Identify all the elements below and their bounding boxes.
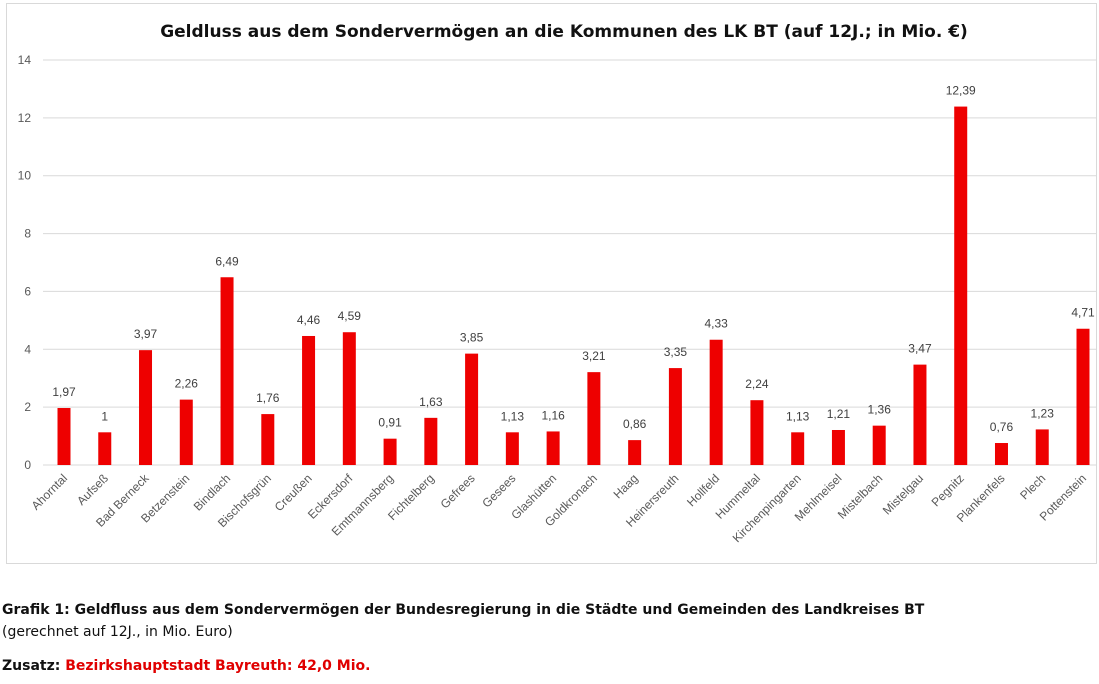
x-tick-label: Aufseß — [74, 471, 111, 508]
data-label: 1,13 — [786, 409, 810, 423]
y-tick-label: 4 — [24, 342, 31, 356]
bar — [872, 425, 886, 465]
data-label: 4,46 — [297, 313, 321, 327]
data-label: 12,39 — [946, 84, 976, 98]
bar — [994, 443, 1008, 465]
x-tick-label: Plech — [1017, 471, 1048, 502]
data-label: 3,21 — [582, 349, 606, 363]
bar — [57, 408, 71, 465]
data-label: 0,86 — [623, 417, 647, 431]
data-label: 1,16 — [541, 408, 565, 422]
gridlines — [43, 59, 1097, 466]
y-tick-label: 0 — [24, 458, 31, 472]
y-tick-label: 6 — [24, 284, 31, 298]
bar — [1076, 328, 1090, 465]
data-label: 0,76 — [990, 420, 1014, 434]
data-label: 0,91 — [378, 416, 402, 430]
bar — [546, 431, 560, 465]
bar — [954, 106, 968, 465]
data-label: 6,49 — [215, 254, 239, 268]
bar — [139, 350, 153, 465]
data-label: 3,85 — [460, 331, 484, 345]
bar — [98, 432, 112, 465]
bar — [505, 432, 519, 465]
data-label: 1,21 — [827, 407, 851, 421]
x-tick-label: Gesees — [479, 471, 518, 510]
data-label: 4,59 — [338, 309, 362, 323]
data-label: 3,97 — [134, 327, 158, 341]
bar — [342, 332, 356, 465]
data-label: 1,63 — [419, 395, 443, 409]
x-tick-label: Haag — [611, 471, 641, 501]
bar — [465, 353, 479, 465]
y-tick-label: 2 — [24, 400, 31, 414]
data-label: 1,97 — [52, 385, 76, 399]
bar — [302, 335, 316, 465]
x-tick-label: Hollfeld — [684, 471, 722, 509]
y-tick-label: 10 — [18, 169, 32, 183]
data-label: 4,33 — [704, 317, 728, 331]
bar — [628, 440, 642, 465]
data-label: 4,71 — [1071, 306, 1095, 320]
y-tick-label: 8 — [24, 227, 31, 241]
x-tick-label: Mistelgau — [880, 471, 926, 517]
data-label: 1,23 — [1031, 406, 1055, 420]
bar — [1035, 429, 1049, 465]
addendum-value: Bezirkshauptstadt Bayreuth: 42,0 Mio. — [65, 658, 371, 674]
data-label: 3,35 — [664, 345, 688, 359]
data-label: 2,26 — [175, 377, 199, 391]
data-label: 1,76 — [256, 391, 280, 405]
y-tick-label: 14 — [18, 53, 32, 67]
y-tick-label: 12 — [18, 111, 32, 125]
data-label: 1 — [101, 409, 108, 423]
bar — [261, 414, 275, 465]
y-axis-ticks: 0 2 4 6 8 10 12 14 — [18, 53, 32, 472]
data-label: 2,24 — [745, 377, 769, 391]
chart-title: Geldluss aus dem Sondervermögen an die K… — [160, 22, 968, 42]
chart-frame: Geldluss aus dem Sondervermögen an die K… — [6, 3, 1097, 564]
bar — [791, 432, 805, 465]
bar — [587, 372, 601, 465]
data-label: 3,47 — [908, 342, 932, 356]
x-tick-label: Pegnitz — [929, 471, 967, 509]
bar — [383, 438, 397, 465]
data-label: 1,13 — [501, 409, 525, 423]
bars — [57, 106, 1090, 465]
bar — [831, 429, 845, 465]
addendum-label: Zusatz: — [2, 658, 66, 674]
bar — [179, 399, 193, 465]
x-tick-label: Gefrees — [438, 471, 478, 511]
bar-chart: Geldluss aus dem Sondervermögen an die K… — [18, 22, 1097, 546]
bar — [709, 339, 723, 465]
bar — [750, 400, 764, 465]
data-label: 1,36 — [868, 403, 892, 417]
x-tick-label: Mistelbach — [835, 471, 885, 521]
x-tick-label: Ahorntal — [29, 471, 71, 513]
bar — [668, 368, 682, 465]
figure-caption-addendum: Zusatz: Bezirkshauptstadt Bayreuth: 42,0… — [2, 658, 370, 674]
figure-caption-title: Grafik 1: Geldfluss aus dem Sondervermög… — [2, 602, 925, 618]
bar — [220, 277, 234, 465]
bar — [913, 364, 927, 465]
figure-caption-subtitle: (gerechnet auf 12J., in Mio. Euro) — [2, 624, 233, 640]
bar — [424, 417, 438, 465]
data-labels: 1,97 1 3,97 2,26 6,49 1,76 4,46 4,59 0,91 1,63 3,8… — [52, 84, 1095, 434]
